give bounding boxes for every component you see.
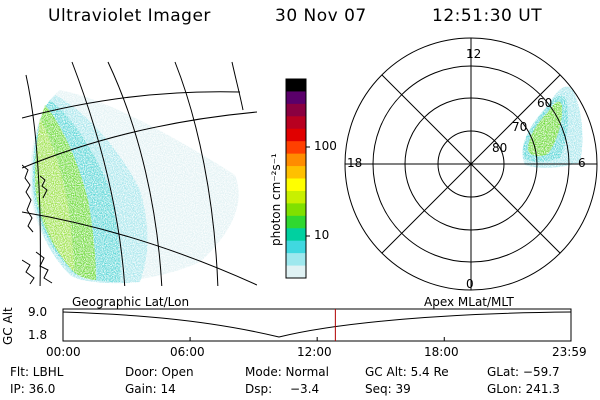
colorbar [285, 78, 310, 279]
altitude-ytick-top: 9.0 [28, 305, 48, 319]
colorbar-cell [286, 141, 306, 155]
xtick-0600: 06:00 [170, 345, 205, 359]
altitude-plot [62, 308, 572, 342]
geographic-map [22, 60, 257, 286]
date-label: 30 Nov 07 [275, 6, 367, 26]
info-seq: Seq: 39 [365, 382, 411, 396]
polar-label-18: 18 [347, 156, 363, 170]
polar-label-80: 80 [492, 141, 508, 155]
polar-label-70: 70 [512, 120, 528, 134]
info-mode: Mode: Normal [245, 365, 329, 379]
colorbar-gradient [286, 79, 306, 279]
altitude-x-ticks [62, 337, 572, 341]
polar-label-6: 6 [578, 156, 586, 170]
colorbar-cell [286, 128, 306, 142]
colorbar-cell [286, 91, 306, 105]
info-ip: IP: 36.0 [10, 382, 56, 396]
colorbar-cell [286, 116, 306, 130]
geo-grid-lines [22, 61, 257, 286]
colorbar-cell [286, 166, 306, 179]
colorbar-cell [286, 228, 306, 242]
colorbar-cell [286, 190, 306, 204]
colorbar-frame [285, 78, 307, 279]
colorbar-label-10: 10 [314, 228, 330, 242]
info-door: Door: Open [125, 365, 194, 379]
colorbar-cell [286, 79, 306, 92]
polar-axis-diagonal-b [381, 74, 561, 254]
polar-plot [344, 37, 598, 291]
colorbar-cell [286, 153, 306, 167]
colorbar-cell [286, 215, 306, 229]
info-glat: GLat: −59.7 [487, 365, 560, 379]
info-flt: Flt: LBHL [10, 365, 64, 379]
xtick-0000: 00:00 [46, 345, 81, 359]
info-dsp-value: −3.4 [290, 382, 320, 396]
polar-label-12: 12 [466, 47, 482, 61]
xtick-1200: 12:00 [297, 345, 332, 359]
colorbar-unit-label: photon cm⁻²s⁻¹ [269, 153, 283, 246]
colorbar-cell [286, 265, 306, 279]
colorbar-cell [286, 203, 306, 217]
info-gc-alt: GC Alt: 5.4 Re [365, 365, 449, 379]
aurora-glow-geo [22, 60, 257, 286]
time-label: 12:51:30 UT [432, 6, 543, 26]
coastline-outline [22, 164, 53, 285]
colorbar-cell [286, 240, 306, 254]
colorbar-cell [286, 253, 306, 267]
polar-grid [344, 37, 598, 291]
apex-caption: Apex MLat/MLT [424, 295, 514, 309]
app-title: Ultraviolet Imager [48, 6, 211, 26]
info-dsp-label: Dsp: [245, 382, 273, 396]
polar-label-0: 0 [466, 277, 474, 291]
info-gain: Gain: 14 [125, 382, 176, 396]
colorbar-cell [286, 178, 306, 192]
xtick-2359: 23:59 [552, 345, 587, 359]
altitude-ylabel: GC Alt [1, 307, 15, 345]
info-glon: GLon: 241.3 [487, 382, 560, 396]
geographic-caption: Geographic Lat/Lon [72, 295, 190, 309]
altitude-curve [62, 311, 572, 338]
polar-label-60: 60 [537, 96, 553, 110]
xtick-1800: 18:00 [424, 345, 459, 359]
colorbar-label-100: 100 [314, 139, 337, 153]
altitude-ytick-bottom: 1.8 [28, 328, 48, 342]
colorbar-cell [286, 103, 306, 117]
